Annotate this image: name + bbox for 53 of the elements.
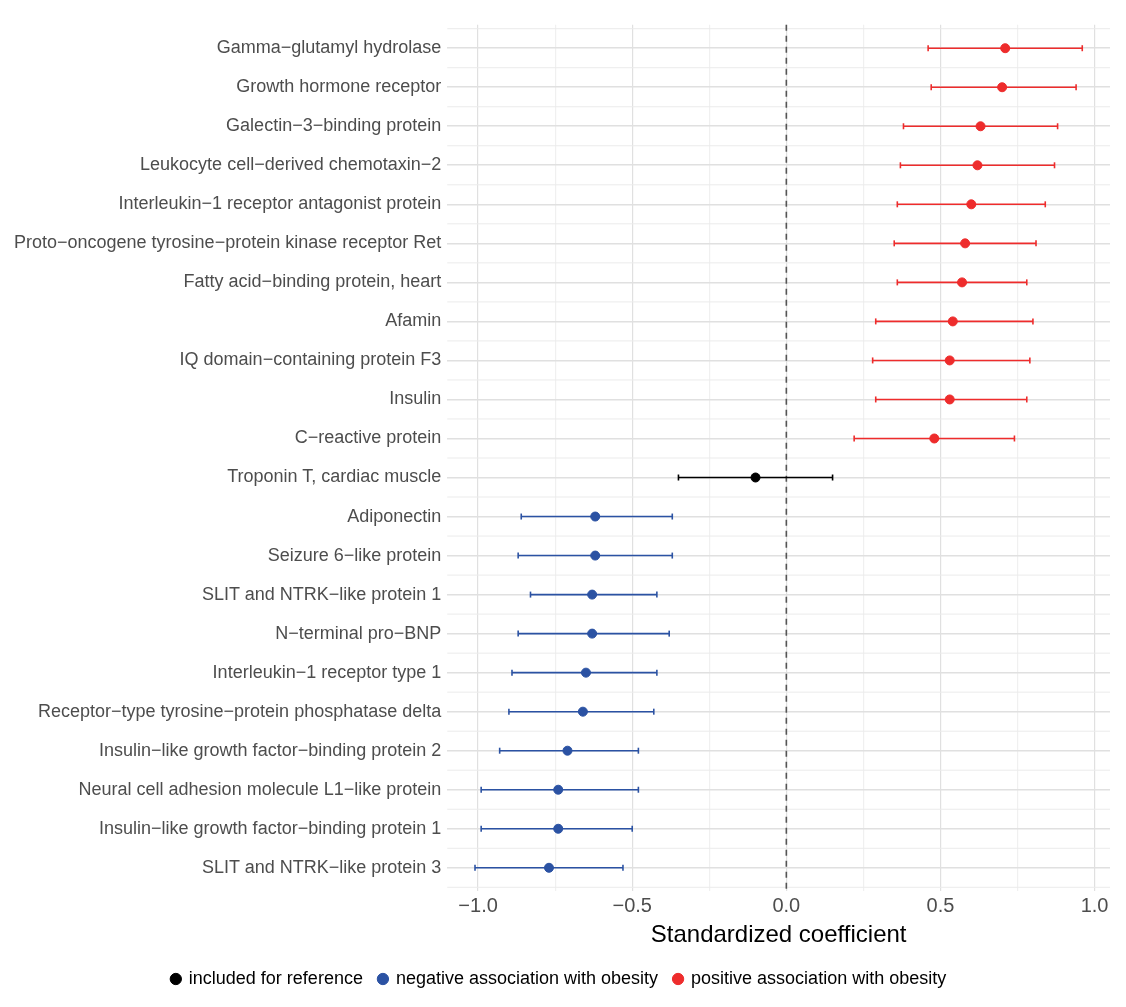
y-tick-label: N−terminal pro−BNP xyxy=(275,622,442,643)
point xyxy=(966,199,977,210)
y-tick-label: Proto−oncogene tyrosine−protein kinase receptor Ret xyxy=(14,232,442,253)
y-tick-label: SLIT and NTRK−like protein 1 xyxy=(201,583,442,604)
x-tick-label: −0.5 xyxy=(612,893,652,916)
point xyxy=(553,823,564,834)
point xyxy=(1000,43,1011,54)
y-tick-label: Seizure 6−like protein xyxy=(267,544,442,565)
point xyxy=(577,706,588,717)
y-tick-label: SLIT and NTRK−like protein 3 xyxy=(201,856,442,877)
point xyxy=(587,628,598,639)
x-tick-label: −1.0 xyxy=(458,893,498,916)
y-tick-label: Insulin xyxy=(389,388,442,409)
point xyxy=(960,238,971,249)
point xyxy=(553,784,564,795)
legend-label: positive association with obesity xyxy=(691,967,947,988)
y-tick-label: Neural cell adhesion molecule L1−like protein xyxy=(78,778,442,799)
point xyxy=(975,121,986,132)
point xyxy=(562,745,573,756)
y-tick-label: Interleukin−1 receptor type 1 xyxy=(212,661,442,682)
point xyxy=(957,277,968,288)
y-tick-label: Adiponectin xyxy=(347,505,442,526)
point xyxy=(947,316,958,327)
y-tick-label: Leukocyte cell−derived chemotaxin−2 xyxy=(140,154,442,175)
y-tick-label: Gamma−glutamyl hydrolase xyxy=(216,37,442,58)
legend-label: negative association with obesity xyxy=(395,967,659,988)
point xyxy=(543,862,554,873)
y-tick-label: Insulin−like growth factor−binding protein 2 xyxy=(99,739,442,760)
point xyxy=(972,160,983,171)
legend-label: included for reference xyxy=(188,967,363,988)
y-tick-label: Fatty acid−binding protein, heart xyxy=(183,271,442,292)
x-tick-label: 0.0 xyxy=(772,893,801,916)
point xyxy=(997,82,1008,93)
point xyxy=(580,667,591,678)
y-tick-label: Troponin T, cardiac muscle xyxy=(227,466,442,487)
point xyxy=(944,355,955,366)
y-tick-label: Interleukin−1 receptor antagonist protein xyxy=(118,193,442,214)
point xyxy=(590,511,601,522)
y-tick-label: C−reactive protein xyxy=(294,427,442,448)
y-tick-label: Galectin−3−binding protein xyxy=(226,115,442,136)
point xyxy=(944,394,955,405)
point xyxy=(750,472,761,483)
y-tick-label: IQ domain−containing protein F3 xyxy=(179,349,442,370)
point xyxy=(587,589,598,600)
point xyxy=(929,433,940,444)
y-tick-label: Growth hormone receptor xyxy=(236,76,442,97)
y-tick-label: Afamin xyxy=(385,310,442,331)
y-tick-label: Insulin−like growth factor−binding protein 1 xyxy=(99,817,442,838)
point xyxy=(590,550,601,561)
x-axis-title: Standardized coefficient xyxy=(650,920,907,948)
y-tick-label: Receptor−type tyrosine−protein phosphatase delta xyxy=(37,700,443,721)
x-tick-label: 1.0 xyxy=(1080,893,1109,916)
x-tick-label: 0.5 xyxy=(926,893,955,916)
